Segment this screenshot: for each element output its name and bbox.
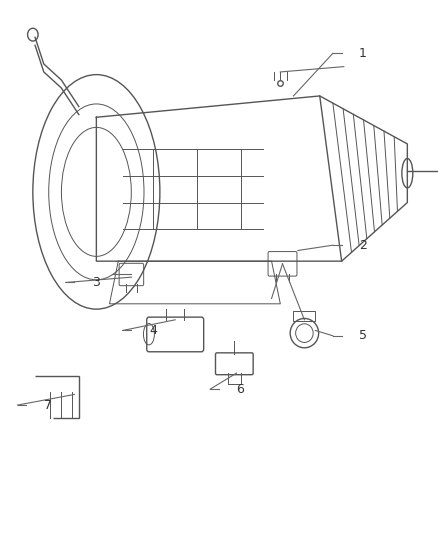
Text: 1: 1 bbox=[359, 47, 367, 60]
Text: 4: 4 bbox=[149, 324, 157, 337]
Text: 7: 7 bbox=[44, 399, 52, 411]
Text: 3: 3 bbox=[92, 276, 100, 289]
Text: 6: 6 bbox=[237, 383, 244, 395]
Text: 5: 5 bbox=[359, 329, 367, 342]
Text: 2: 2 bbox=[359, 239, 367, 252]
